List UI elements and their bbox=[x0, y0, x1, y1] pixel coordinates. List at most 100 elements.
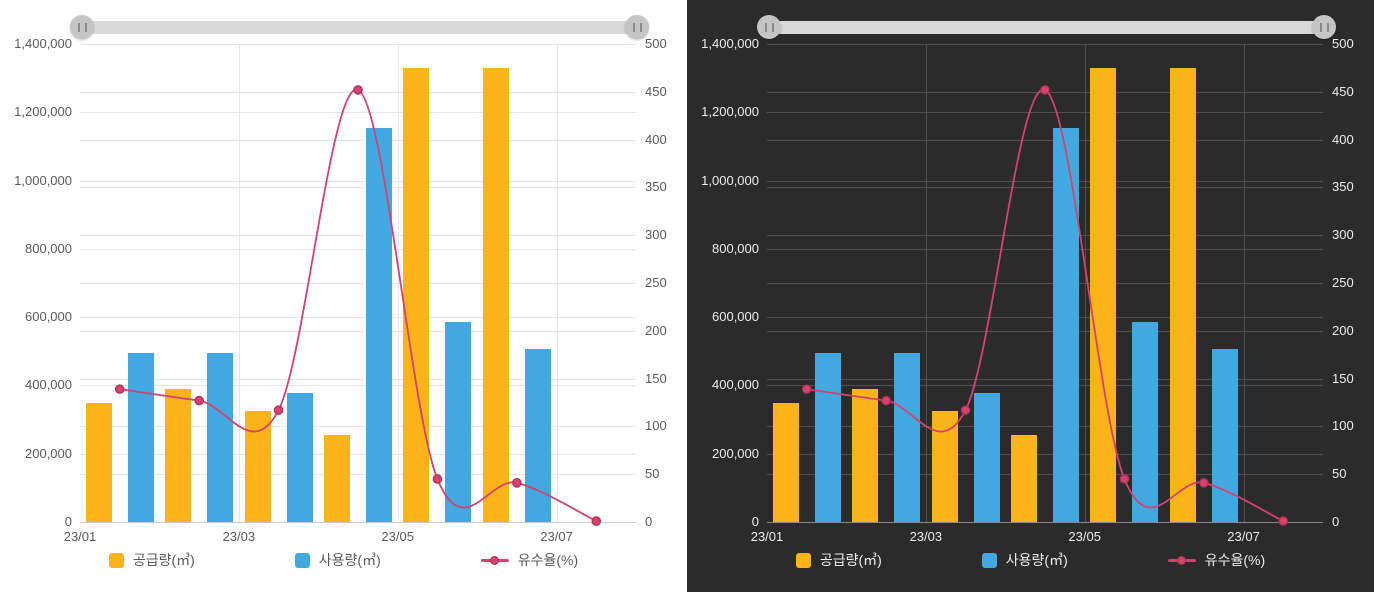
legend-item-supply[interactable]: 공급량(㎥) bbox=[795, 550, 882, 570]
usage-bar bbox=[524, 348, 551, 522]
legend-swatch bbox=[795, 552, 811, 568]
legend-line-dot bbox=[490, 555, 500, 565]
y-axis-tick-right: 50 bbox=[645, 466, 660, 482]
supply-bar bbox=[852, 388, 879, 522]
gridline bbox=[767, 453, 1323, 455]
legend-label: 사용량(㎥) bbox=[1005, 552, 1068, 568]
usage-bar bbox=[814, 353, 841, 522]
gridline bbox=[1243, 44, 1245, 522]
gridline bbox=[80, 139, 636, 141]
supply-bar bbox=[931, 411, 958, 522]
y-axis-tick-left: 800,000 bbox=[25, 240, 72, 256]
legend: 공급량(㎥) 사용량(㎥) 유수율(%) bbox=[687, 550, 1374, 570]
usage-bar bbox=[445, 322, 472, 522]
flow-rate-point bbox=[194, 395, 204, 406]
y-axis-tick-right: 450 bbox=[645, 83, 667, 99]
chart-panel-light: 1,400,000 1,200,000 1,000,000 800,000 600,00… bbox=[14, 15, 667, 570]
flow-rate-point bbox=[432, 474, 443, 484]
usage-bar bbox=[127, 353, 154, 522]
slider-handle-left[interactable] bbox=[70, 15, 94, 39]
y-axis-tick-right: 100 bbox=[645, 418, 667, 434]
gridline bbox=[80, 248, 636, 250]
gridline bbox=[80, 44, 636, 45]
gridline bbox=[767, 112, 1323, 114]
gridline bbox=[80, 385, 636, 387]
flow-rate-point bbox=[273, 405, 284, 415]
x-axis-tick: 23/05 bbox=[381, 529, 414, 544]
gridline bbox=[767, 317, 1323, 319]
x-axis-tick: 23/03 bbox=[222, 529, 256, 544]
y-axis-tick-right: 400 bbox=[645, 131, 667, 147]
gridline bbox=[80, 474, 636, 476]
gridline bbox=[767, 474, 1323, 476]
legend-item-usage[interactable]: 사용량(㎥) bbox=[981, 550, 1068, 570]
gridline bbox=[80, 453, 636, 455]
y-axis-tick-right: 500 bbox=[645, 36, 667, 51]
gridline bbox=[767, 248, 1323, 250]
gridline bbox=[767, 235, 1323, 237]
flow-rate-point bbox=[512, 478, 522, 488]
gridline bbox=[767, 426, 1323, 428]
y-axis-tick-right: 500 bbox=[1332, 36, 1354, 51]
flow-rate-line bbox=[119, 88, 597, 522]
legend-label: 공급량(㎥) bbox=[819, 552, 882, 568]
supply-bar bbox=[1169, 67, 1196, 522]
y-axis-tick-right: 350 bbox=[1332, 179, 1354, 195]
legend-label: 공급량(㎥) bbox=[132, 552, 195, 568]
usage-bar bbox=[286, 392, 313, 522]
y-axis-tick-right: 350 bbox=[645, 179, 667, 195]
flow-rate-point bbox=[1278, 516, 1289, 526]
supply-bar bbox=[403, 67, 430, 522]
y-axis-tick-right: 50 bbox=[1332, 466, 1347, 482]
supply-bar bbox=[324, 434, 350, 522]
gridline bbox=[80, 180, 636, 182]
slider-handle-right[interactable] bbox=[1312, 15, 1336, 39]
gridline bbox=[1084, 44, 1086, 522]
gridline bbox=[767, 522, 1323, 523]
y-axis-tick-left: 600,000 bbox=[712, 309, 759, 325]
usage-bar bbox=[894, 353, 921, 522]
gridline bbox=[80, 378, 636, 380]
grip-icon bbox=[77, 22, 87, 32]
legend-item-usage[interactable]: 사용량(㎥) bbox=[294, 550, 381, 570]
legend-item-supply[interactable]: 공급량(㎥) bbox=[108, 550, 195, 570]
gridline bbox=[767, 378, 1323, 380]
flow-rate-point bbox=[1040, 85, 1050, 95]
y-axis-tick-left: 600,000 bbox=[25, 309, 72, 325]
gridline bbox=[80, 522, 636, 523]
slider-handle-right[interactable] bbox=[625, 15, 649, 39]
gridline bbox=[80, 330, 636, 332]
y-axis-tick-right: 150 bbox=[1332, 370, 1354, 386]
range-slider bbox=[70, 15, 649, 39]
y-axis-tick-right: 150 bbox=[645, 370, 667, 386]
usage-bar bbox=[207, 353, 234, 522]
gridline bbox=[238, 44, 240, 522]
gridline bbox=[397, 44, 399, 522]
usage-bar bbox=[1132, 322, 1159, 522]
gridline bbox=[767, 44, 1323, 45]
flow-rate-line-layer bbox=[801, 85, 1289, 526]
y-axis-tick-left: 400,000 bbox=[712, 377, 759, 393]
y-axis-tick-right: 250 bbox=[645, 275, 667, 290]
x-axis-tick: 23/03 bbox=[909, 529, 943, 544]
usage-bar bbox=[366, 127, 392, 522]
x-axis-tick: 23/05 bbox=[1068, 529, 1101, 544]
legend-item-flow-rate[interactable]: 유수율(%) bbox=[480, 550, 578, 570]
x-axis-tick: 23/01 bbox=[63, 529, 97, 544]
grip-icon bbox=[1319, 22, 1329, 32]
usage-bar bbox=[973, 392, 1000, 522]
range-slider bbox=[757, 15, 1336, 39]
y-axis-tick-right: 200 bbox=[645, 322, 667, 338]
slider-track[interactable] bbox=[758, 21, 1335, 34]
flow-rate-line bbox=[806, 88, 1284, 522]
flow-rate-point bbox=[960, 405, 971, 415]
y-axis-tick-right: 200 bbox=[1332, 322, 1354, 338]
legend-item-flow-rate[interactable]: 유수율(%) bbox=[1167, 550, 1265, 570]
y-axis-tick-right: 0 bbox=[1332, 514, 1340, 529]
slider-handle-left[interactable] bbox=[757, 15, 781, 39]
grip-icon bbox=[764, 22, 774, 32]
y-axis-tick-left: 1,200,000 bbox=[701, 104, 759, 120]
slider-track[interactable] bbox=[71, 21, 648, 34]
flow-rate-point bbox=[801, 384, 812, 394]
